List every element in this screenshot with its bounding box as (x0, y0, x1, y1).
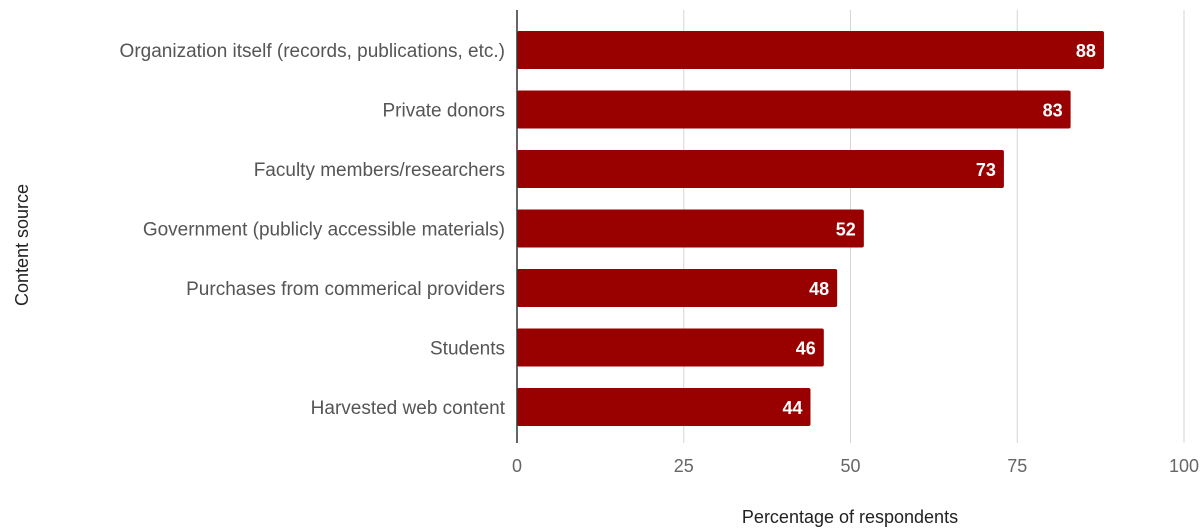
bar (517, 150, 1004, 188)
category-label: Faculty members/researchers (254, 160, 505, 181)
bar (517, 90, 1071, 129)
x-tick-label: 50 (840, 456, 860, 476)
bar (517, 269, 838, 307)
data-label: 48 (809, 279, 829, 299)
category-label: Private donors (382, 101, 505, 122)
data-label: 46 (796, 339, 816, 359)
category-label: Purchases from commerical providers (186, 279, 505, 300)
y-axis-title: Content source (12, 184, 32, 306)
bar (517, 388, 811, 426)
bar (517, 209, 864, 248)
category-label: Students (430, 339, 505, 360)
x-tick-label: 75 (1007, 456, 1027, 476)
data-label: 52 (836, 220, 856, 240)
x-tick-label: 0 (512, 456, 522, 476)
data-label: 83 (1043, 101, 1063, 121)
bars (517, 31, 1104, 426)
data-label: 88 (1076, 41, 1096, 61)
data-label: 73 (976, 160, 996, 180)
category-label: Government (publicly accessible material… (143, 220, 505, 241)
category-labels: Organization itself (records, publicatio… (120, 41, 506, 419)
bar (517, 328, 824, 367)
x-axis-title: Percentage of respondents (742, 507, 958, 527)
data-label: 44 (782, 398, 802, 418)
x-tick-label: 25 (674, 456, 694, 476)
category-label: Organization itself (records, publicatio… (120, 41, 505, 62)
x-tick-labels: 0 25 50 75 100 (512, 456, 1199, 476)
bar (517, 31, 1104, 69)
x-tick-label: 100 (1169, 456, 1199, 476)
data-labels: 88 83 73 52 48 46 44 (782, 41, 1096, 418)
category-label: Harvested web content (311, 398, 506, 419)
